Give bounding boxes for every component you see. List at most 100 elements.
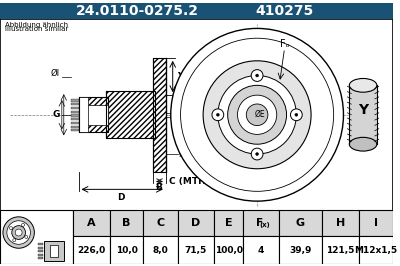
Bar — [106, 91, 155, 138]
Bar — [214, 236, 243, 264]
Circle shape — [256, 153, 258, 156]
Text: C: C — [156, 218, 164, 228]
Bar — [143, 236, 178, 264]
Text: 226,0: 226,0 — [77, 246, 105, 255]
Text: 4: 4 — [258, 246, 264, 255]
Circle shape — [22, 223, 24, 226]
Bar — [71, 122, 78, 124]
Text: G: G — [296, 218, 305, 228]
Text: B: B — [122, 218, 131, 228]
Bar — [279, 210, 322, 236]
Text: ØI: ØI — [51, 69, 60, 78]
Text: Illustration similar: Illustration similar — [5, 26, 68, 32]
Bar — [178, 236, 214, 264]
Bar — [110, 210, 143, 236]
Bar — [349, 85, 377, 144]
Bar — [38, 243, 43, 245]
Bar — [143, 210, 178, 236]
Text: Y: Y — [177, 72, 184, 81]
Bar — [71, 126, 78, 128]
Circle shape — [13, 239, 16, 242]
Bar — [86, 105, 108, 124]
Circle shape — [15, 229, 22, 236]
Circle shape — [251, 148, 263, 160]
Circle shape — [12, 226, 26, 239]
Text: (x): (x) — [260, 222, 270, 228]
Text: B: B — [156, 184, 162, 193]
Text: E: E — [225, 218, 232, 228]
Bar — [279, 236, 322, 264]
Text: 410275: 410275 — [256, 4, 314, 18]
Text: D: D — [117, 193, 124, 202]
Text: ØE: ØE — [255, 110, 265, 119]
Text: ØA: ØA — [179, 149, 191, 159]
Circle shape — [295, 113, 298, 116]
Circle shape — [256, 74, 258, 77]
Bar — [359, 210, 392, 236]
Bar — [71, 99, 78, 102]
Text: I: I — [374, 218, 378, 228]
Text: ate: ate — [178, 102, 244, 136]
Bar — [359, 236, 392, 264]
Text: Abbildung ähnlich: Abbildung ähnlich — [5, 22, 68, 28]
Text: D: D — [191, 218, 200, 228]
Text: 24.0110-0275.2: 24.0110-0275.2 — [76, 4, 199, 18]
Circle shape — [10, 227, 12, 230]
Text: 39,9: 39,9 — [289, 246, 312, 255]
Bar — [44, 241, 64, 261]
Bar — [38, 250, 43, 252]
Bar — [71, 129, 78, 131]
Bar — [110, 236, 143, 264]
Bar — [73, 236, 110, 264]
Text: 8,0: 8,0 — [152, 246, 168, 255]
Ellipse shape — [349, 137, 377, 151]
Bar — [38, 247, 43, 249]
Bar — [50, 245, 58, 257]
Circle shape — [203, 61, 311, 169]
Text: M12x1,5: M12x1,5 — [354, 246, 398, 255]
Bar — [0, 210, 73, 264]
Text: F: F — [256, 218, 263, 228]
Circle shape — [251, 70, 263, 81]
Circle shape — [180, 38, 334, 191]
Circle shape — [3, 217, 34, 248]
Text: 71,5: 71,5 — [185, 246, 207, 255]
Bar — [153, 58, 166, 172]
Circle shape — [7, 221, 30, 244]
Bar — [0, 3, 392, 19]
Bar — [38, 257, 43, 259]
Text: Fₒ: Fₒ — [280, 39, 290, 49]
Bar — [322, 210, 359, 236]
Bar — [73, 210, 110, 236]
Text: 10,0: 10,0 — [116, 246, 138, 255]
Circle shape — [228, 85, 286, 144]
Bar — [71, 107, 78, 109]
Bar — [71, 118, 78, 120]
Circle shape — [171, 28, 344, 201]
Text: H: H — [179, 110, 185, 119]
Text: A: A — [87, 218, 96, 228]
Text: 121,5: 121,5 — [326, 246, 355, 255]
Circle shape — [290, 109, 302, 121]
Bar — [214, 210, 243, 236]
Bar — [38, 254, 43, 256]
Bar — [322, 236, 359, 264]
Text: H: H — [336, 218, 345, 228]
Circle shape — [25, 235, 28, 238]
Bar — [78, 97, 88, 132]
Circle shape — [216, 113, 219, 116]
Bar — [71, 111, 78, 113]
Circle shape — [212, 109, 224, 121]
Text: C (MTH): C (MTH) — [169, 177, 210, 186]
Text: G: G — [52, 110, 60, 119]
Bar — [71, 114, 78, 117]
Circle shape — [246, 104, 268, 126]
Text: Y: Y — [358, 103, 368, 117]
Bar — [243, 236, 279, 264]
Text: 100,0: 100,0 — [215, 246, 243, 255]
Bar — [78, 97, 108, 132]
Ellipse shape — [349, 78, 377, 92]
Bar — [243, 210, 279, 236]
Bar — [71, 103, 78, 105]
Bar — [178, 210, 214, 236]
